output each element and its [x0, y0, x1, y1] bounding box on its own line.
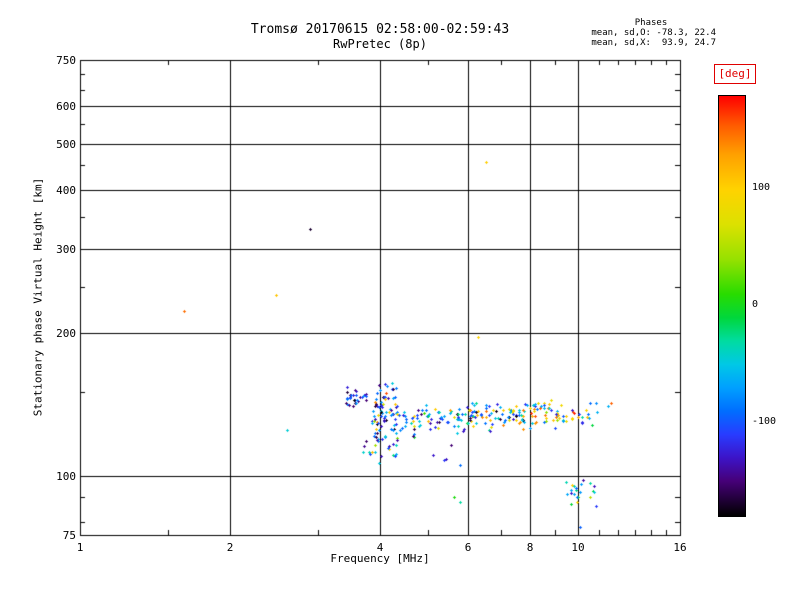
colorbar-unit-label: [deg]: [714, 64, 756, 84]
y-tick-label: 500: [56, 138, 76, 151]
x-tick-label: 6: [464, 541, 472, 554]
x-tick-label: 8: [526, 541, 534, 554]
y-tick-label: 600: [56, 100, 76, 113]
x-tick-label: 10: [571, 541, 585, 554]
phase-stats-header: Phases: [634, 18, 668, 28]
y-axis-label: Stationary phase Virtual Height [km]: [31, 177, 45, 417]
x-tick-label: 4: [376, 541, 384, 554]
plot-title: Tromsø 20170615 02:58:00-02:59:43: [250, 22, 510, 37]
phase-stats-block: Phases mean, sd,O: -78.3, 22.4 mean, sd,…: [586, 18, 716, 48]
colorbar-tick-label: -100: [752, 416, 777, 427]
colorbar-tick-label: 100: [752, 182, 771, 193]
x-tick-label: 16: [673, 541, 687, 554]
x-axis-label: Frequency [MHz]: [330, 552, 430, 565]
phase-stats-o-mode: mean, sd,O: -78.3, 22.4: [591, 28, 716, 38]
y-tick-label: 200: [56, 327, 76, 340]
y-tick-label: 400: [56, 184, 76, 197]
phase-stats-x-mode: mean, sd,X: 93.9, 24.7: [591, 38, 716, 48]
y-tick-label: 75: [62, 529, 76, 542]
x-tick-label: 1: [76, 541, 84, 554]
y-tick-label: 750: [56, 54, 76, 67]
x-tick-label: 2: [226, 541, 234, 554]
plot-subtitle: RwPretec (8p): [333, 37, 427, 51]
phase-colorbar: [718, 95, 746, 517]
y-tick-label: 100: [56, 470, 76, 483]
y-tick-label: 300: [56, 243, 76, 256]
colorbar-tick-label: 0: [752, 299, 759, 310]
